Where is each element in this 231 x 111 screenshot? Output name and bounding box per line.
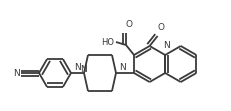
- Text: N: N: [74, 63, 81, 72]
- Text: N: N: [119, 63, 125, 72]
- Text: O: O: [156, 23, 163, 32]
- Text: N: N: [162, 41, 169, 50]
- Text: N: N: [80, 64, 86, 73]
- Text: O: O: [125, 20, 132, 29]
- Text: HO: HO: [100, 38, 113, 47]
- Text: N: N: [13, 68, 20, 77]
